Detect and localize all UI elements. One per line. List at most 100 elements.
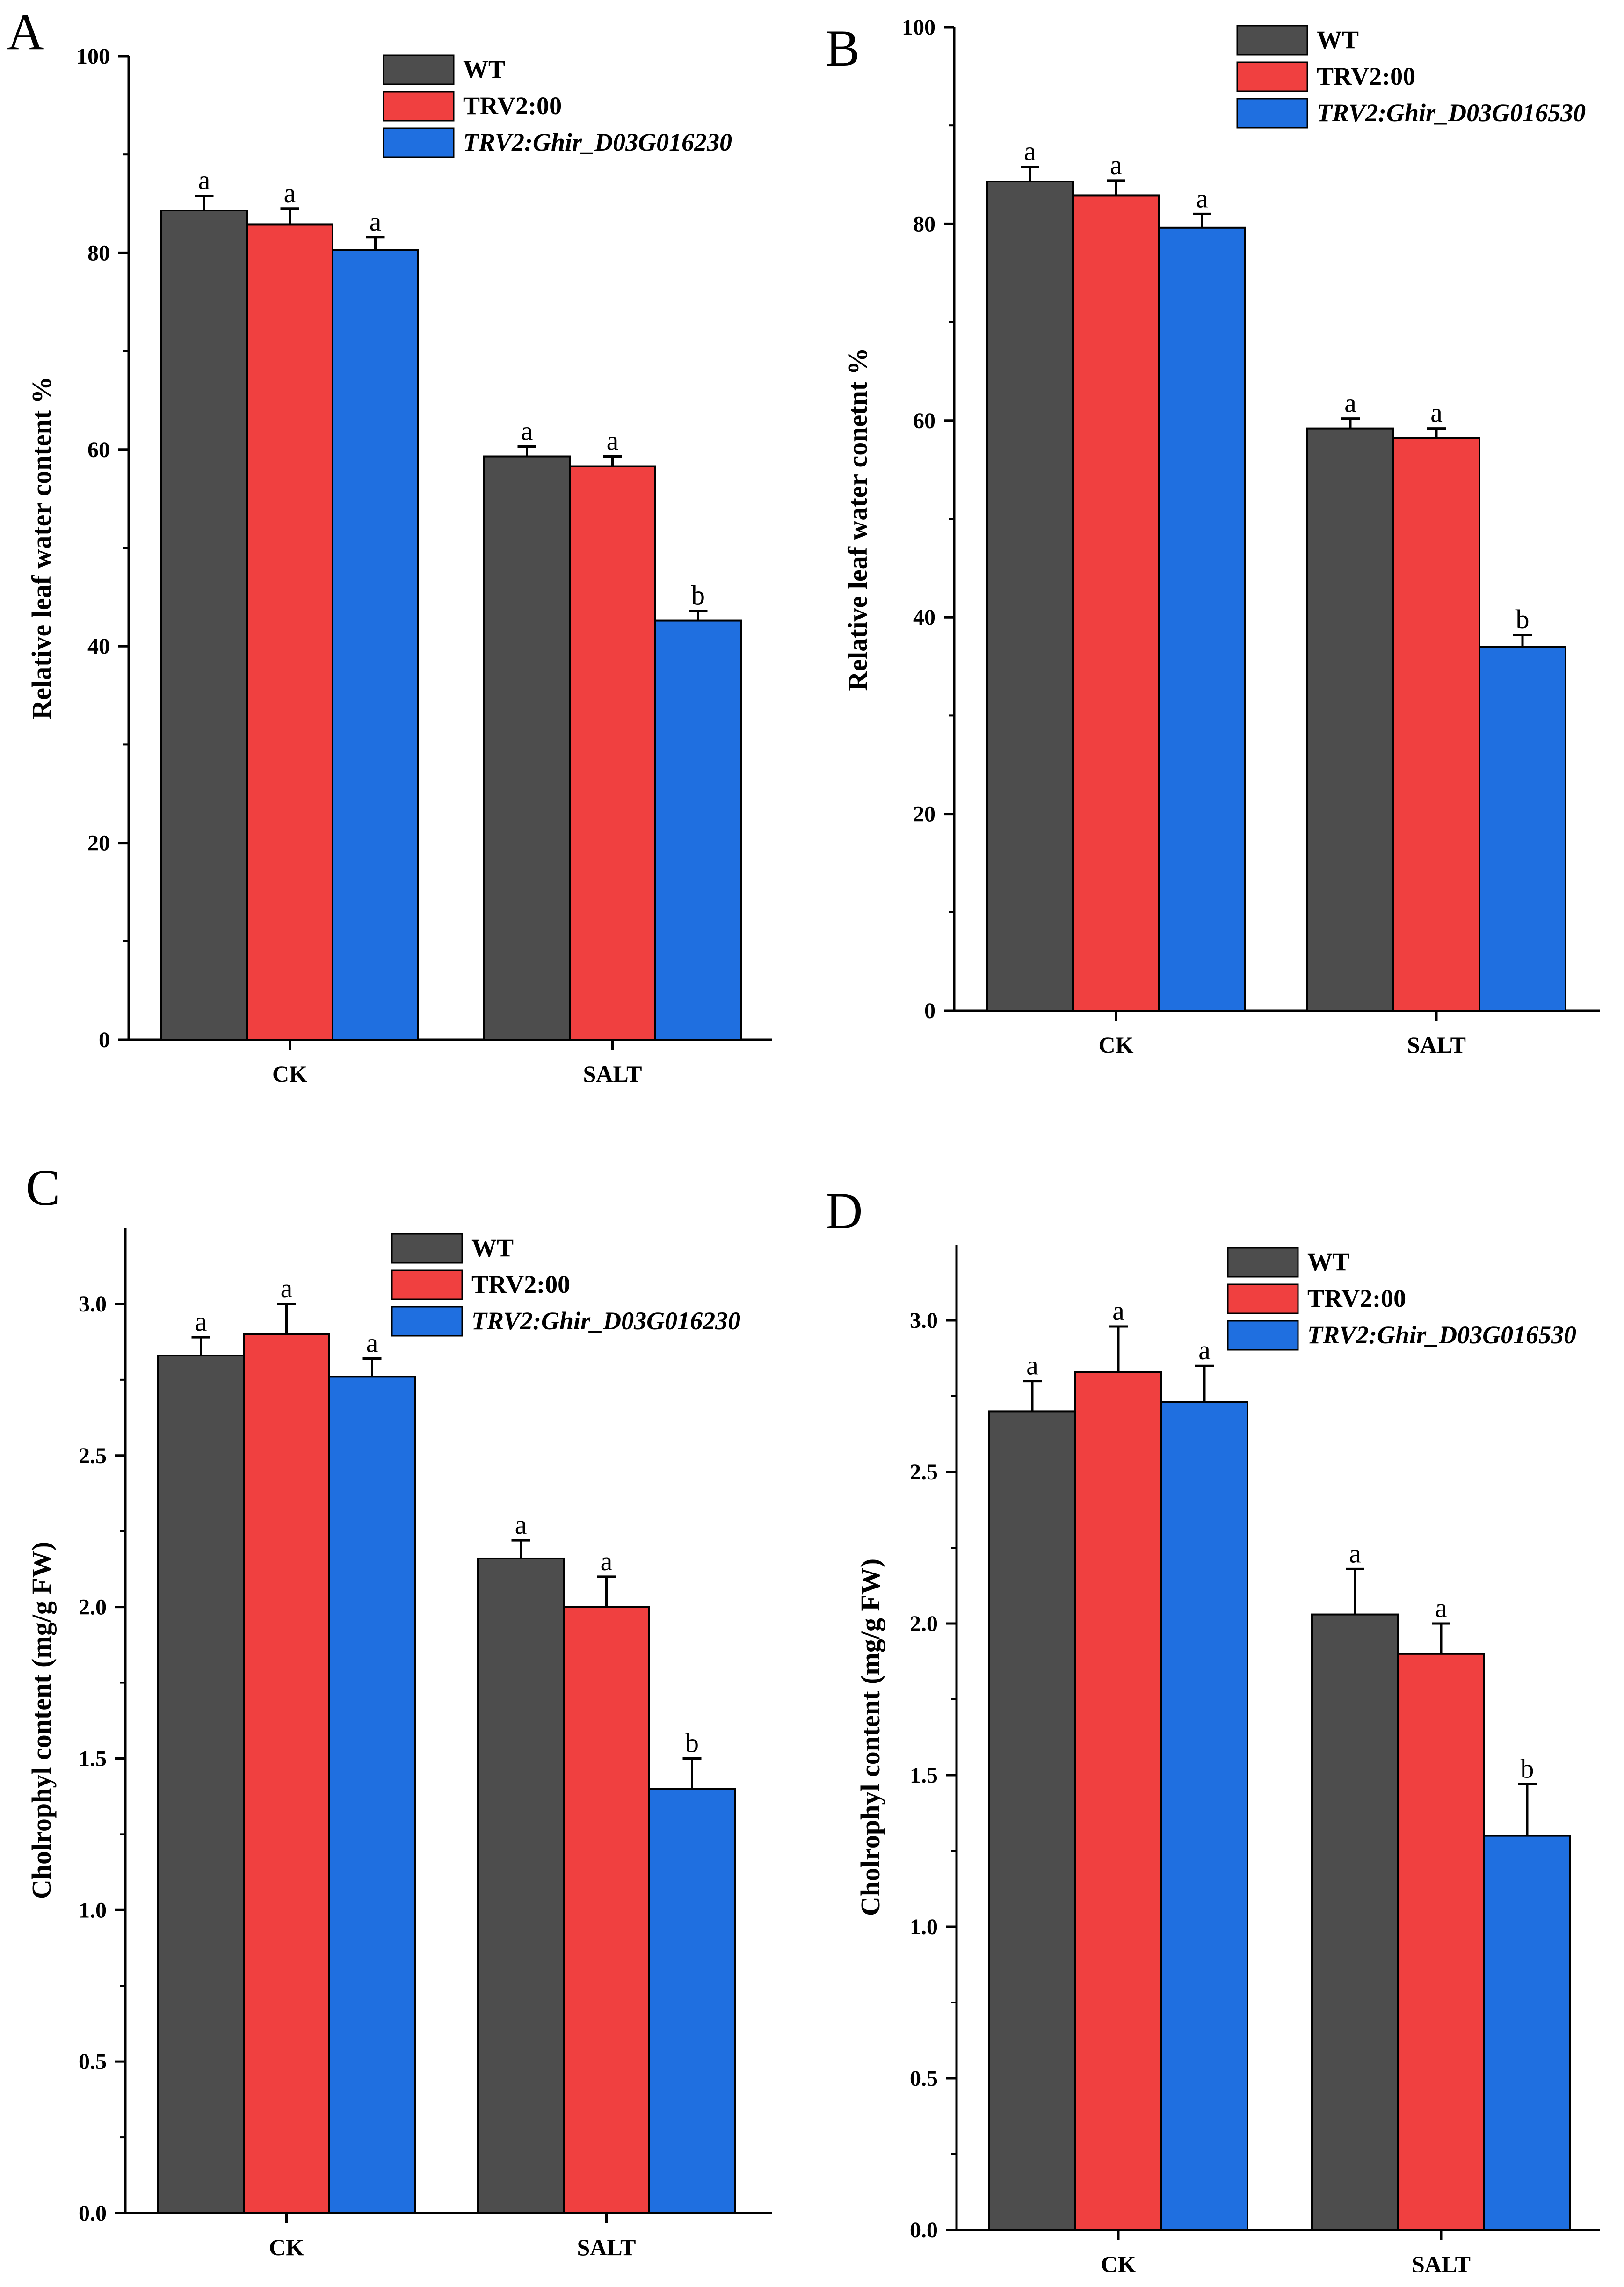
- bar: [1158, 226, 1246, 1012]
- y-tick-label: 60: [87, 437, 110, 462]
- y-axis-title: Relative leaf water conetnt %: [842, 348, 873, 691]
- x-tick-label: CK: [269, 2234, 304, 2260]
- x-tick-label: SALT: [1412, 2251, 1471, 2277]
- bar: [1479, 646, 1566, 1012]
- bar: [569, 465, 656, 1041]
- y-tick-label: 3.0: [79, 1292, 107, 1317]
- legend-label: WT: [471, 1234, 514, 1262]
- panel-letter: D: [826, 1182, 863, 1239]
- bar: [1483, 1835, 1571, 2231]
- significance-label: a: [284, 178, 296, 208]
- significance-label: a: [198, 165, 210, 195]
- significance-label: a: [1024, 136, 1036, 166]
- y-tick-label: 1.5: [79, 1746, 107, 1771]
- bar: [332, 249, 419, 1041]
- legend-swatch: [383, 127, 455, 158]
- legend-swatch: [391, 1233, 463, 1264]
- legend-label: TRV2:Ghir_D03G016230: [463, 128, 732, 156]
- significance-label: a: [1026, 1350, 1038, 1381]
- bar: [986, 181, 1074, 1012]
- y-tick-label: 0.5: [79, 2049, 107, 2074]
- y-axis-title: Relative leaf water content %: [26, 376, 57, 719]
- panel-letter: C: [26, 1159, 60, 1216]
- legend-label: TRV2:Ghir_D03G016530: [1307, 1321, 1576, 1349]
- bar: [1397, 1653, 1485, 2231]
- legend-swatch: [1227, 1320, 1299, 1351]
- significance-label: a: [1344, 388, 1356, 418]
- significance-label: a: [521, 415, 533, 446]
- significance-label: a: [1198, 1335, 1211, 1365]
- legend-swatch: [1236, 25, 1308, 56]
- significance-label: a: [1112, 1296, 1124, 1326]
- panel-a: A 0 20 40 60 80 100 Relative leaf water content…: [7, 3, 772, 1087]
- significance-label: b: [1516, 604, 1530, 634]
- y-tick-label: 20: [87, 831, 110, 856]
- bar: [328, 1376, 416, 2214]
- x-tick-label: CK: [272, 1061, 307, 1087]
- panel-b: B 0 20 40 60 80 100 Relative leaf water conetnt…: [826, 15, 1600, 1058]
- legend-swatch: [1227, 1283, 1299, 1314]
- bar: [157, 1355, 245, 2214]
- significance-label: a: [1196, 183, 1208, 213]
- significance-label: a: [601, 1546, 613, 1576]
- significance-label: a: [607, 426, 619, 456]
- legend-swatch: [383, 54, 455, 85]
- y-tick-label: 1.0: [910, 1915, 938, 1939]
- y-tick-label: 0.0: [910, 2218, 938, 2243]
- y-tick-label: 0: [99, 1027, 110, 1052]
- legend-label: TRV2:00: [1307, 1284, 1406, 1312]
- bar: [648, 1788, 736, 2214]
- x-tick-label: CK: [1101, 2251, 1136, 2277]
- legend-label: WT: [463, 55, 505, 83]
- panel-letter: B: [826, 20, 860, 77]
- bar: [483, 455, 571, 1041]
- panel-letter: A: [7, 3, 44, 60]
- y-tick-label: 100: [76, 44, 110, 69]
- significance-label: a: [281, 1273, 293, 1304]
- legend-label: TRV2:00: [463, 92, 562, 120]
- significance-label: a: [1435, 1593, 1447, 1623]
- bar: [563, 1606, 650, 2214]
- y-tick-label: 80: [87, 240, 110, 265]
- y-tick-label: 1.5: [910, 1763, 938, 1788]
- y-tick-label: 2.5: [79, 1443, 107, 1468]
- legend-label: TRV2:Ghir_D03G016530: [1317, 99, 1586, 127]
- y-tick-label: 0: [924, 998, 935, 1023]
- significance-label: a: [370, 206, 382, 237]
- bar: [1072, 194, 1160, 1012]
- significance-label: a: [1430, 398, 1443, 428]
- bar: [988, 1410, 1076, 2231]
- y-tick-label: 1.0: [79, 1898, 107, 1923]
- legend-swatch: [391, 1269, 463, 1300]
- bar: [1306, 427, 1394, 1012]
- y-tick-label: 100: [902, 15, 935, 40]
- y-tick-label: 60: [913, 408, 935, 433]
- bar: [1074, 1371, 1162, 2231]
- bar: [1311, 1613, 1399, 2231]
- x-tick-label: SALT: [583, 1061, 642, 1087]
- significance-label: b: [1521, 1753, 1534, 1784]
- y-tick-label: 20: [913, 802, 935, 827]
- y-tick-label: 2.0: [910, 1611, 938, 1636]
- x-tick-label: SALT: [577, 2234, 636, 2260]
- legend-label: WT: [1317, 26, 1359, 54]
- legend-label: WT: [1307, 1248, 1349, 1276]
- y-tick-label: 40: [913, 605, 935, 630]
- y-axis-title: Cholrophyl content (mg/g FW): [26, 1542, 57, 1899]
- legend-swatch: [1227, 1247, 1299, 1278]
- bar: [1160, 1401, 1248, 2231]
- legend-label: TRV2:00: [1317, 62, 1415, 90]
- legend-swatch: [383, 91, 455, 122]
- legend-label: TRV2:Ghir_D03G016230: [471, 1307, 740, 1335]
- y-tick-label: 40: [87, 634, 110, 659]
- significance-label: b: [691, 580, 705, 611]
- bar: [243, 1333, 330, 2214]
- bar: [1392, 437, 1480, 1012]
- bar: [246, 223, 334, 1041]
- panel-d: D 0.0 0.5 1.0 1.5 2.0 2.5 3.0 Cholrophyl content…: [826, 1182, 1600, 2277]
- significance-label: a: [1349, 1538, 1361, 1568]
- panel-c: C 0.0 0.5 1.0 1.5 2.0 2.5 3.0 Cholrophyl content…: [26, 1159, 772, 2260]
- legend-swatch: [1236, 61, 1308, 92]
- x-tick-label: CK: [1099, 1032, 1134, 1058]
- y-tick-label: 2.0: [79, 1595, 107, 1620]
